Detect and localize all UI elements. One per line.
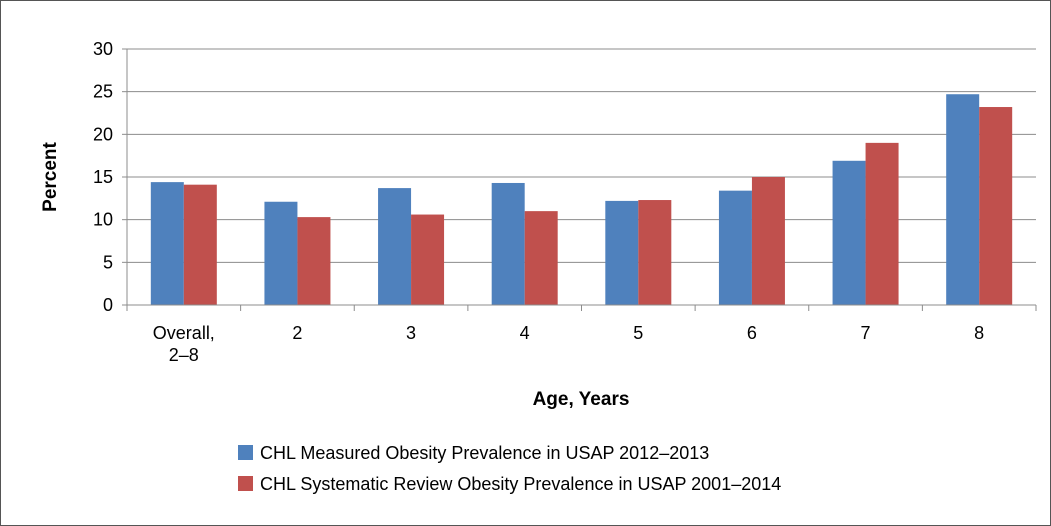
x-axis-title: Age, Years	[533, 389, 630, 410]
bar-measured	[605, 200, 639, 305]
bar-systematic-review	[183, 184, 217, 305]
bar-measured	[378, 188, 412, 305]
x-tick-label: 2	[292, 323, 302, 343]
y-axis-title: Percent	[40, 141, 61, 211]
legend-swatch	[238, 476, 253, 491]
legend: CHL Measured Obesity Prevalence in USAP …	[238, 443, 781, 494]
legend-label: CHL Systematic Review Obesity Prevalence…	[260, 474, 781, 494]
bar-measured	[150, 182, 184, 305]
x-tick-label: 4	[520, 323, 530, 343]
x-tick-label: 5	[633, 323, 643, 343]
bar-measured	[718, 190, 752, 305]
bar-systematic-review	[411, 214, 445, 305]
x-tick-label: 7	[861, 323, 871, 343]
bar-measured	[491, 182, 525, 305]
y-tick-label: 30	[93, 39, 113, 59]
tick-labels: 0 5 10 15 20 25 30 Overall, 2–8 2 3 4 5 6 7 8	[93, 39, 984, 365]
x-tick-label: Overall, 2–8	[153, 323, 215, 365]
bar-systematic-review	[865, 142, 899, 305]
y-tick-label: 0	[103, 295, 113, 315]
legend-label: CHL Measured Obesity Prevalence in USAP …	[260, 443, 709, 463]
bar-measured	[832, 160, 866, 305]
bar-systematic-review	[297, 217, 331, 305]
bar-systematic-review	[638, 200, 672, 305]
x-tick-label: 3	[406, 323, 416, 343]
bar-systematic-review	[751, 177, 785, 305]
bars	[150, 94, 1013, 305]
bar-measured	[946, 94, 980, 305]
y-tick-label: 10	[93, 210, 113, 230]
bar-measured	[264, 201, 298, 305]
y-tick-label: 25	[93, 82, 113, 102]
x-tick-label: 6	[747, 323, 757, 343]
legend-swatch	[238, 445, 253, 460]
x-tick-label: 8	[974, 323, 984, 343]
y-tick-label: 15	[93, 167, 113, 187]
gridlines	[127, 48, 1036, 263]
bar-systematic-review	[979, 107, 1013, 305]
bar-systematic-review	[524, 211, 558, 305]
axes	[122, 48, 1037, 311]
y-tick-label: 20	[93, 124, 113, 144]
y-tick-label: 5	[103, 252, 113, 272]
